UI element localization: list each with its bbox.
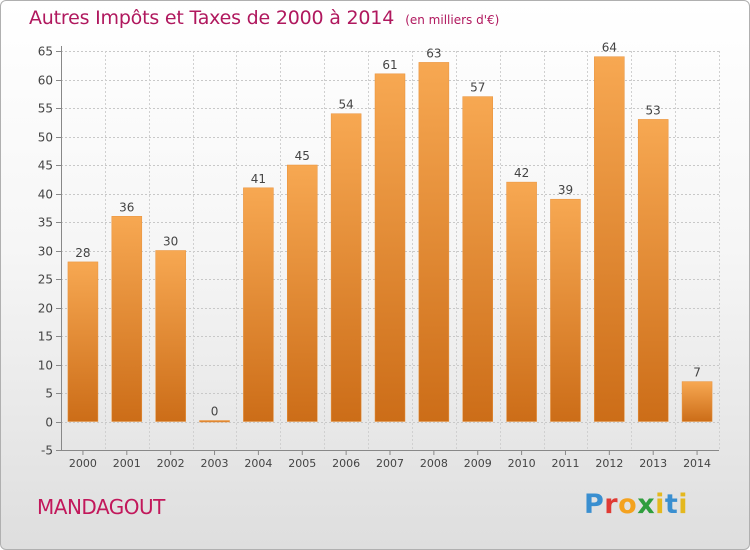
- data-label: 28: [75, 246, 90, 260]
- chart-subtitle: (en milliers d'€): [405, 13, 500, 27]
- y-tick-label: 0: [45, 416, 53, 430]
- bar: [374, 73, 406, 422]
- place-name: MANDAGOUT: [37, 495, 165, 519]
- data-label: 30: [163, 235, 178, 249]
- data-label: 0: [211, 405, 219, 419]
- bar: [506, 181, 537, 422]
- x-tick-label: 2009: [464, 457, 492, 470]
- x-tick-label: 2013: [639, 457, 667, 470]
- y-tick-label: 5: [45, 387, 53, 401]
- data-label: 64: [602, 41, 617, 55]
- y-tick-label: 10: [38, 359, 53, 373]
- axes: -5 0 5 10 15 20 25 30 35 40 45 50 55 60 65 2000 2001 2002…: [38, 45, 719, 470]
- bar: [550, 198, 581, 422]
- data-label: 53: [646, 103, 661, 117]
- y-tick-label: 60: [38, 74, 53, 88]
- y-tick-label: 45: [38, 159, 53, 173]
- x-tick-label: 2008: [420, 457, 448, 470]
- data-label: 57: [470, 81, 485, 95]
- bar: [67, 261, 99, 422]
- y-tick-label: 55: [38, 102, 53, 116]
- data-labels: 28 36 30 0 41 45 54 61 63 57 42 39 64 53 7: [75, 41, 701, 419]
- x-tick-label: 2000: [69, 457, 97, 470]
- x-tick-label: 2011: [551, 457, 579, 470]
- x-tick-label: 2002: [157, 457, 185, 470]
- proxiti-logo[interactable]: Proxiti: [584, 489, 689, 520]
- x-tick-label: 2003: [201, 457, 229, 470]
- bar: [418, 62, 450, 422]
- y-tick-label: 25: [38, 273, 53, 287]
- y-tick-label: 35: [38, 216, 53, 230]
- x-tick-label: 2012: [595, 457, 623, 470]
- chart-title: Autres Impôts et Taxes de 2000 à 2014: [29, 7, 395, 29]
- bar: [681, 381, 713, 422]
- bar: [111, 216, 143, 422]
- y-tick-label: 30: [38, 245, 53, 259]
- y-tick-label: 50: [38, 131, 53, 145]
- y-tick-label: 20: [38, 302, 53, 316]
- bar: [462, 96, 493, 422]
- bar: [637, 119, 669, 422]
- data-label: 39: [558, 183, 573, 197]
- bar: [287, 164, 318, 422]
- data-label: 54: [338, 98, 353, 112]
- x-tick-label: 2014: [683, 457, 711, 470]
- x-tick-label: 2005: [288, 457, 316, 470]
- x-tick-label: 2007: [376, 457, 404, 470]
- y-tick-label: -5: [41, 444, 53, 458]
- data-label: 7: [693, 366, 701, 380]
- data-label: 42: [514, 166, 529, 180]
- y-tick-label: 65: [38, 45, 53, 59]
- bars: [67, 56, 713, 423]
- bar: [594, 56, 625, 422]
- bar: [243, 187, 274, 422]
- bar: [155, 250, 186, 422]
- data-label: 36: [119, 200, 134, 214]
- y-tick-label: 40: [38, 188, 53, 202]
- x-tick-label: 2004: [244, 457, 272, 470]
- data-label: 41: [251, 172, 266, 186]
- bar: [199, 420, 230, 423]
- y-tick-label: 15: [38, 330, 53, 344]
- x-tick-label: 2006: [332, 457, 360, 470]
- x-tick-label: 2001: [113, 457, 141, 470]
- x-tick-label: 2010: [508, 457, 536, 470]
- data-label: 45: [295, 149, 310, 163]
- data-label: 61: [382, 58, 397, 72]
- data-label: 63: [426, 46, 441, 60]
- title-row: Autres Impôts et Taxes de 2000 à 2014 (e…: [29, 7, 499, 29]
- bar: [330, 113, 362, 422]
